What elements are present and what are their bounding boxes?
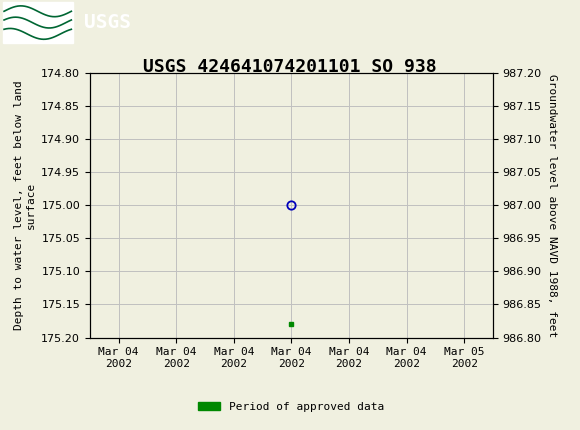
Text: USGS 424641074201101 SO 938: USGS 424641074201101 SO 938 [143,58,437,76]
Y-axis label: Groundwater level above NAVD 1988, feet: Groundwater level above NAVD 1988, feet [548,74,557,337]
Text: USGS: USGS [84,13,131,32]
Bar [3,2,72,43]
Y-axis label: Depth to water level, feet below land
surface: Depth to water level, feet below land su… [14,80,35,330]
Legend: Period of approved data: Period of approved data [194,398,389,417]
